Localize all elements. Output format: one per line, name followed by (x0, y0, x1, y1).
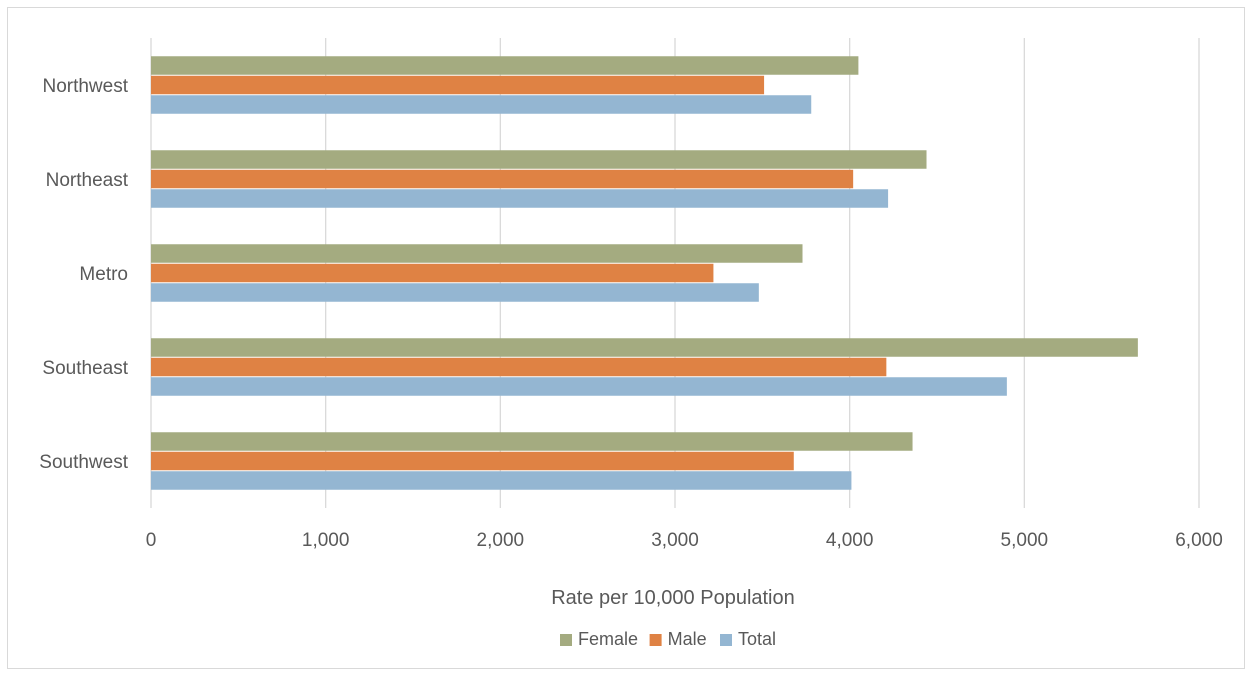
bar-chart: Northwest Northeast Metro Southeast Southwes… (39, 38, 1223, 649)
y-tick-label: Metro (79, 264, 128, 285)
x-tick-label: 5,000 (1001, 530, 1049, 551)
legend: Female Male Total (560, 629, 776, 649)
y-tick-label: Northwest (42, 76, 128, 97)
bar-metro-female (151, 244, 803, 263)
bar-northeast-male (151, 169, 854, 189)
x-tick-label: 4,000 (826, 530, 874, 551)
bar-metro-total (151, 283, 759, 302)
bar-southwest-female (151, 432, 913, 451)
y-tick-label: Northeast (46, 170, 129, 191)
bar-northeast-total (151, 189, 889, 208)
x-tick-label: 2,000 (477, 530, 525, 551)
legend-label-female: Female (578, 629, 638, 649)
legend-label-total: Total (738, 629, 776, 649)
y-tick-label: Southeast (42, 358, 128, 379)
bar-southeast-female (151, 338, 1138, 357)
legend-swatch-male (649, 634, 662, 646)
bar-southeast-total (151, 377, 1007, 396)
bars (151, 56, 1138, 490)
y-tick-label: Southwest (39, 452, 128, 473)
x-tick-label: 3,000 (651, 530, 699, 551)
bar-northwest-male (151, 75, 765, 95)
x-tick-label: 0 (146, 530, 157, 551)
bar-southwest-total (151, 471, 852, 490)
x-tick-label: 6,000 (1175, 530, 1223, 551)
bar-metro-male (151, 263, 714, 283)
legend-swatch-female (560, 634, 572, 646)
bar-northwest-female (151, 56, 859, 75)
chart-frame: Northwest Northeast Metro Southeast Southwes… (7, 7, 1245, 669)
bar-southeast-male (151, 357, 887, 377)
bar-northwest-total (151, 95, 812, 114)
legend-swatch-total (720, 634, 732, 646)
legend-label-male: Male (668, 629, 707, 649)
x-tick-label: 1,000 (302, 530, 350, 551)
x-axis-labels: 0 1,000 2,000 3,000 4,000 5,000 6,000 (146, 530, 1223, 551)
y-axis-labels: Northwest Northeast Metro Southeast Southwes… (39, 76, 128, 473)
bar-southwest-male (151, 451, 794, 471)
bar-northeast-female (151, 150, 927, 169)
x-axis-title: Rate per 10,000 Population (551, 587, 795, 609)
